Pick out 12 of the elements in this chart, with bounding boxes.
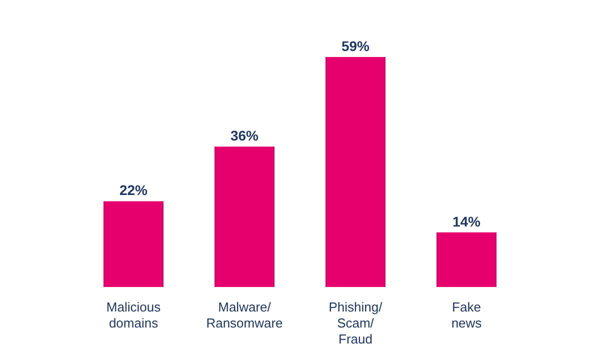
data-label: 59% (341, 38, 370, 54)
x-tick-label: Fake news (451, 300, 482, 330)
data-label: 36% (230, 128, 260, 144)
bar (104, 201, 164, 287)
x-tick-label: Malware/Ransomware (206, 300, 283, 330)
x-tick-label: Phishing/Scam/Fraud (328, 300, 383, 346)
bar (326, 57, 386, 287)
data-label: 14% (452, 213, 482, 230)
bar (214, 146, 274, 287)
bar (436, 232, 496, 287)
data-label: 22% (119, 182, 148, 198)
x-tick-label: Malicious domains (106, 300, 162, 330)
